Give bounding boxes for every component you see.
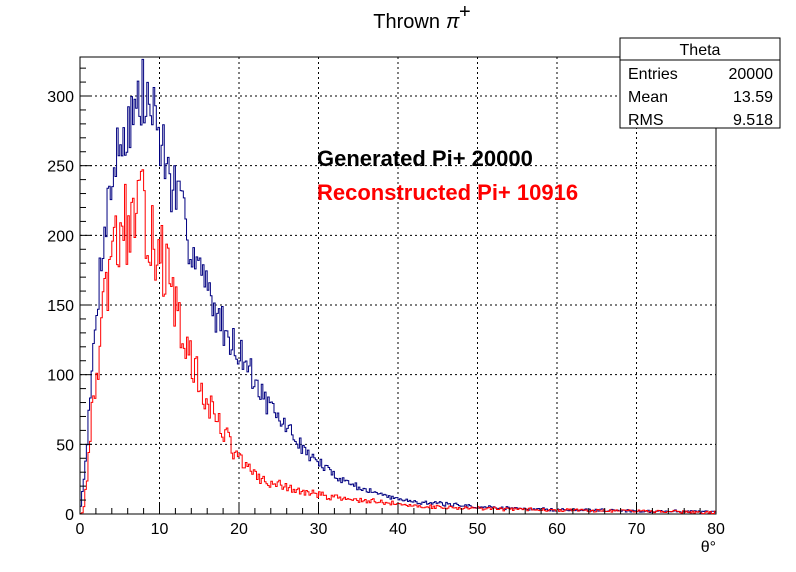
grid-lines: [80, 57, 716, 514]
y-tick-label: 250: [47, 159, 74, 176]
x-tick-label: 80: [707, 521, 725, 538]
x-tick-label: 70: [628, 521, 646, 538]
x-tick-label: 20: [230, 521, 248, 538]
y-tick-label: 150: [47, 298, 74, 315]
chart-title: Thrown: [373, 11, 440, 33]
annotation-reconstructed: Reconstructed Pi+ 10916: [317, 180, 578, 205]
y-tick-label: 50: [56, 437, 74, 454]
y-tick-label: 200: [47, 228, 74, 245]
stats-label-mean: Mean: [628, 89, 668, 106]
stats-value-rms: 9.518: [733, 112, 773, 129]
stats-value-entries: 20000: [729, 66, 774, 83]
x-tick-label: 40: [389, 521, 407, 538]
x-tick-label: 0: [76, 521, 85, 538]
stats-value-mean: 13.59: [733, 89, 773, 106]
y-tick-label: 100: [47, 368, 74, 385]
x-tick-label: 50: [469, 521, 487, 538]
axes: 0 10 20 30 40 50 60 70 80 0 50 100 150 200 250 300: [47, 67, 725, 538]
annotation-generated: Generated Pi+ 20000: [317, 146, 533, 171]
y-tick-label: 300: [47, 89, 74, 106]
stats-label-rms: RMS: [628, 112, 664, 129]
stats-box: Theta Entries 20000 Mean 13.59 RMS 9.518: [619, 37, 781, 129]
y-tick-label: 0: [65, 507, 74, 524]
stats-box-title: Theta: [680, 42, 721, 59]
x-tick-label: 60: [548, 521, 566, 538]
x-tick-label: 10: [151, 521, 169, 538]
x-tick-label: 30: [310, 521, 328, 538]
chart-title-sup: +: [459, 1, 471, 23]
stats-label-entries: Entries: [628, 66, 678, 83]
x-axis-label: θ°: [701, 539, 716, 556]
chart-title-math: π: [446, 11, 460, 33]
